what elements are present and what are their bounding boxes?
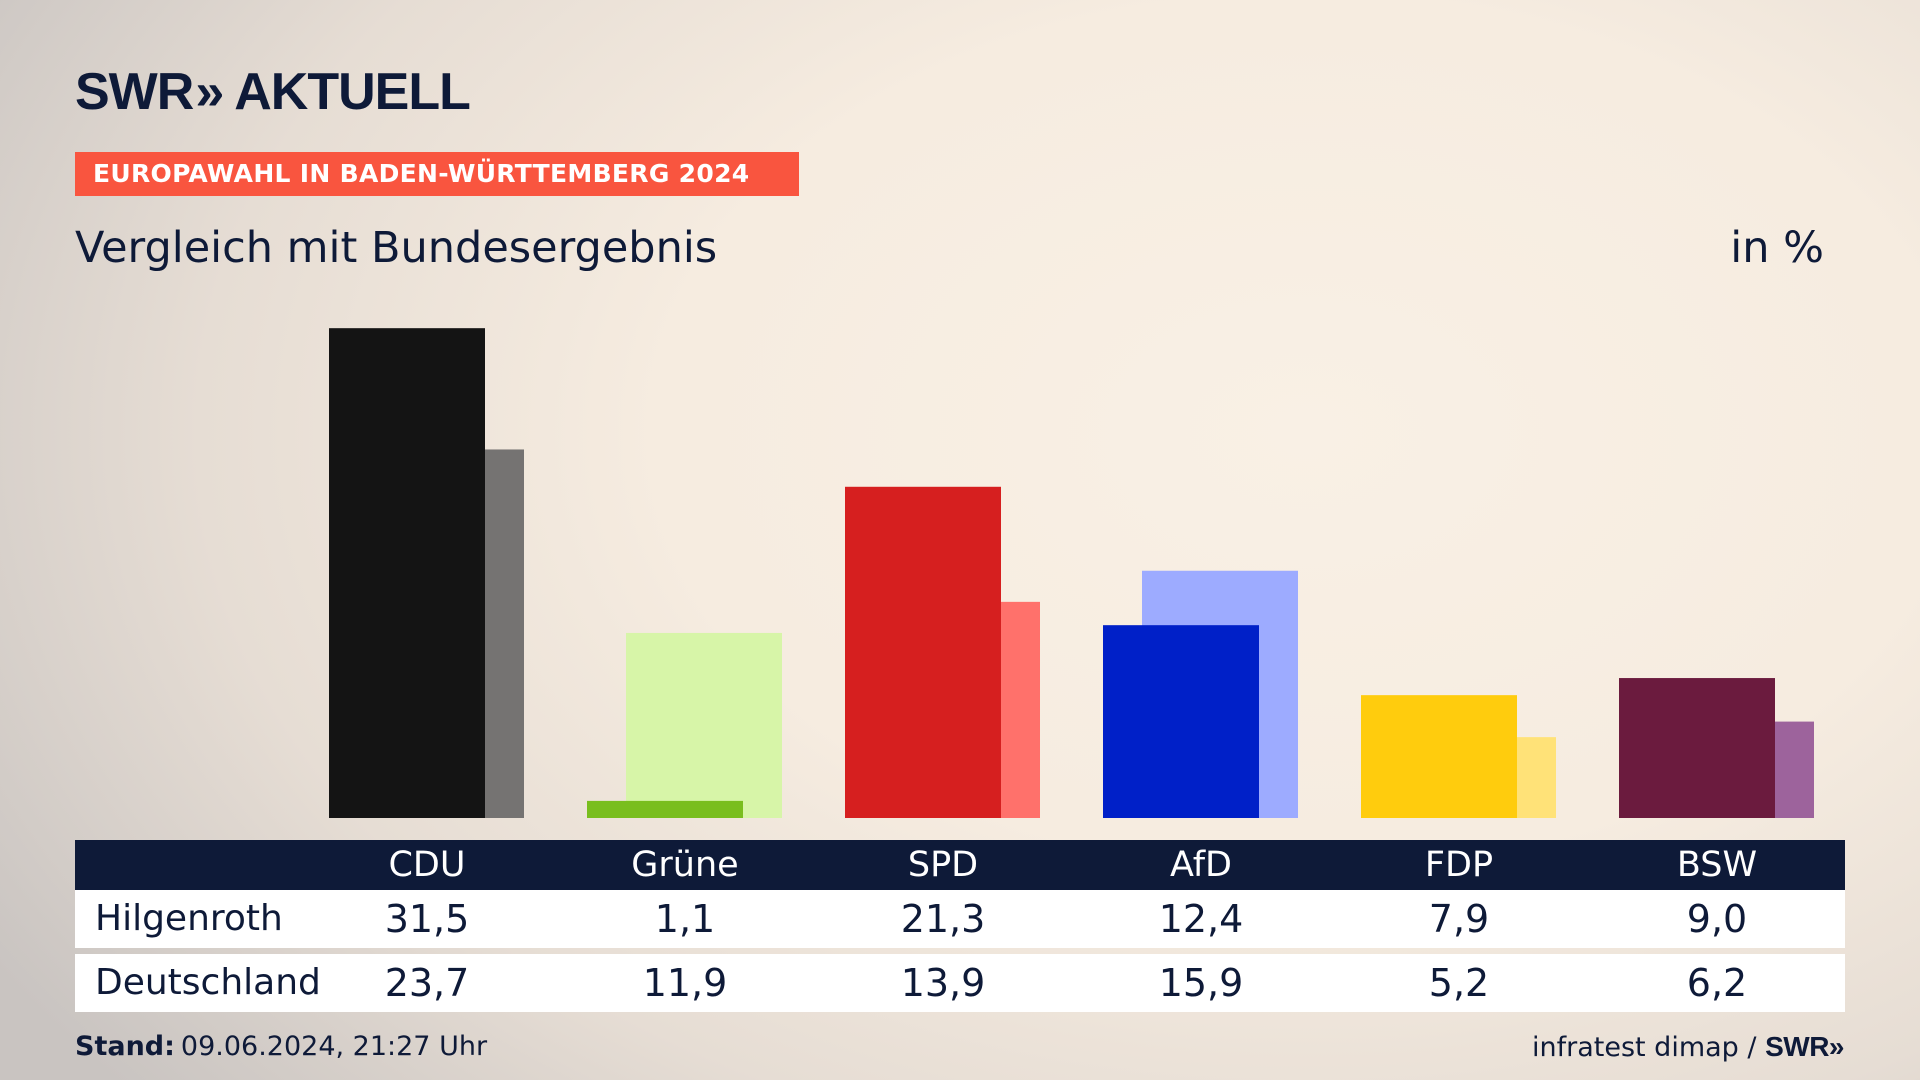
value-cell: 11,9 [642,961,728,1005]
table-row: Deutschland 23,7 11,9 13,9 15,9 5,2 6,2 [75,954,1845,1012]
bar-deutschland-gruene [626,632,782,818]
unit-label: in % [1730,223,1824,273]
value-cell: 6,2 [1686,961,1748,1005]
bar-hilgenroth-bsw [1619,678,1775,818]
value-cell: 21,3 [900,897,986,941]
row-label-deutschland: Deutschland [95,962,321,1003]
value-cell: 9,0 [1686,897,1748,941]
bar-hilgenroth-cdu [329,328,485,818]
stand-value: 09.06.2024, 21:27 Uhr [180,1031,488,1062]
stand-label: Stand: [75,1031,175,1062]
source-credit: infratest dimap / SWR» [1531,1030,1845,1065]
bar-hilgenroth-afd [1103,625,1259,818]
value-cell: 15,9 [1158,961,1244,1005]
bar-hilgenroth-spd [845,486,1001,818]
row-label-hilgenroth: Hilgenroth [95,898,283,939]
bar-hilgenroth-fdp [1361,695,1517,818]
bar-hilgenroth-gruene [587,800,743,818]
logo-chevrons-icon: » [195,63,224,121]
table-header: CDU Grüne SPD AfD FDP BSW [75,840,1845,890]
value-cell: 31,5 [384,897,470,941]
header-bsw: BSW [1676,845,1758,885]
value-cell: 13,9 [900,961,986,1005]
source-text: infratest dimap / [1531,1032,1757,1063]
election-banner: EUROPAWAHL IN BADEN-WÜRTTEMBERG 2024 [75,152,799,196]
logo-swr: SWR [75,63,194,121]
swr-small-logo: SWR» [1765,1031,1844,1062]
results-table: CDU Grüne SPD AfD FDP BSW Hilgenroth 31,… [75,840,1845,1012]
value-cell: 7,9 [1428,897,1490,941]
value-cell: 12,4 [1158,897,1244,941]
chart-title: Vergleich mit Bundesergebnis [75,223,718,273]
value-cell: 1,1 [654,897,716,941]
header-afd: AfD [1170,845,1232,885]
header-gruene: Grüne [631,845,739,885]
table-row: Hilgenroth 31,5 1,1 21,3 12,4 7,9 9,0 [75,890,1845,948]
header-cdu: CDU [388,845,466,885]
swr-aktuell-logo: SWR» AKTUELL [75,63,471,121]
timestamp: Stand: 09.06.2024, 21:27 Uhr [75,1030,487,1064]
header-spd: SPD [907,845,979,885]
header-fdp: FDP [1424,845,1494,885]
bar-chart [329,328,1814,818]
value-cell: 5,2 [1428,961,1490,1005]
logo-aktuell: AKTUELL [234,63,471,121]
value-cell: 23,7 [384,961,470,1005]
